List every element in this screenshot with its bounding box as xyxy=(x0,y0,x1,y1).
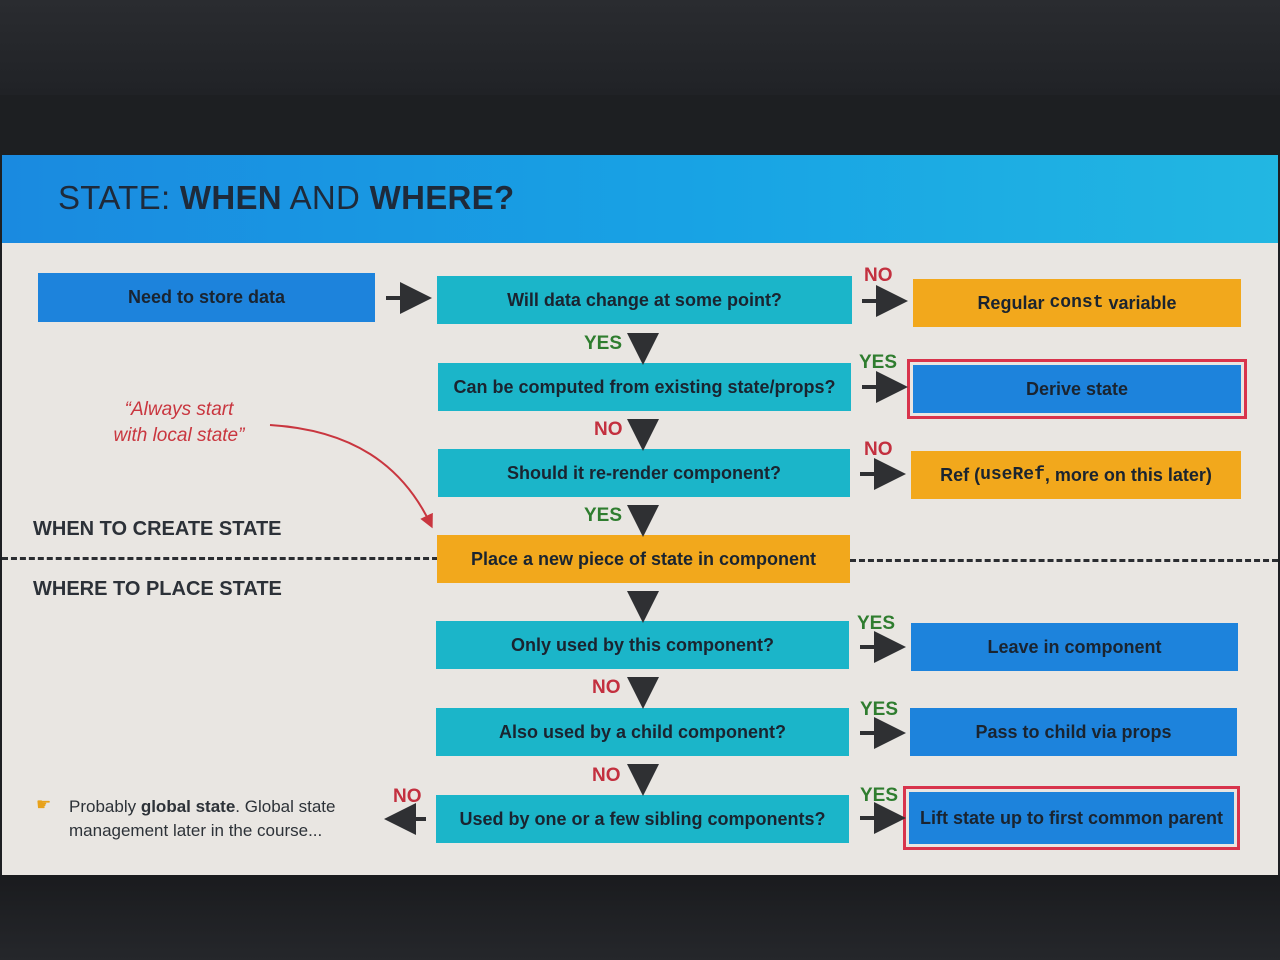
section-divider-right xyxy=(850,559,1278,562)
answer-no-label: NO xyxy=(864,439,893,460)
answer-no-label: NO xyxy=(864,265,893,286)
global-state-note: Probably global state. Global state mana… xyxy=(69,797,336,840)
answer-no-label: NO xyxy=(393,786,422,807)
slide-header: STATE: WHEN AND WHERE? xyxy=(2,155,1278,243)
section-where-to-place-state: WHERE TO PLACE STATE xyxy=(33,578,282,600)
box-can-be-computed: Can be computed from existing state/prop… xyxy=(438,363,851,411)
answer-yes-label: YES xyxy=(860,785,899,806)
box-regular-const-variable: Regular const variable xyxy=(913,279,1241,327)
box-need-to-store-data: Need to store data xyxy=(38,273,375,322)
slide: STATE: WHEN AND WHERE? Need to store dat… xyxy=(2,155,1278,875)
answer-no-label: NO xyxy=(594,419,623,440)
section-divider-left xyxy=(2,557,438,560)
screen-bezel-bottom xyxy=(0,875,1280,960)
box-should-rerender: Should it re-render component? xyxy=(438,449,850,497)
box-will-data-change: Will data change at some point? xyxy=(437,276,852,324)
answer-no-label: NO xyxy=(592,765,621,786)
box-leave-in-component: Leave in component xyxy=(911,623,1238,671)
answer-yes-label: YES xyxy=(859,352,898,373)
pointing-hand-icon: ☛ xyxy=(36,795,52,814)
box-place-new-state: Place a new piece of state in component xyxy=(437,535,850,583)
quote-always-start-local: “Always start with local state” xyxy=(113,399,245,446)
arrows-layer xyxy=(269,282,908,835)
answer-no-label: NO xyxy=(592,677,621,698)
curved-arrow-icon xyxy=(269,424,433,529)
answer-yes-label: YES xyxy=(584,505,623,526)
box-also-used-by-child: Also used by a child component? xyxy=(436,708,849,756)
answer-yes-label: YES xyxy=(584,333,623,354)
section-when-to-create-state: WHEN TO CREATE STATE xyxy=(33,518,282,540)
answer-yes-label: YES xyxy=(857,613,896,634)
box-ref-useref: Ref (useRef, more on this later) xyxy=(911,451,1241,499)
answer-yes-label: YES xyxy=(860,699,899,720)
box-lift-state-up: Lift state up to first common parent xyxy=(903,786,1240,850)
screen-bezel-top xyxy=(0,0,1280,95)
box-pass-to-child: Pass to child via props xyxy=(910,708,1237,756)
slide-title: STATE: WHEN AND WHERE? xyxy=(58,179,515,216)
box-derive-state: Derive state xyxy=(907,359,1247,419)
box-used-by-siblings: Used by one or a few sibling components? xyxy=(436,795,849,843)
box-only-used-by-this: Only used by this component? xyxy=(436,621,849,669)
